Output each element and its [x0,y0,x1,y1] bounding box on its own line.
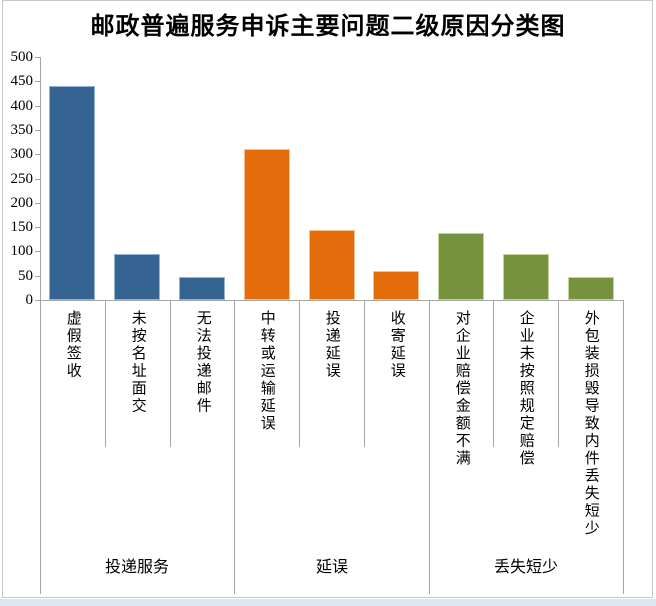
group-label: 投递服务 [104,559,169,576]
y-axis-tick [35,57,40,58]
y-axis-tick [35,227,40,228]
x-category-label-text: 对企业赔偿金额不满 [453,310,470,468]
group-boundary-line [40,300,41,594]
bar [503,254,549,300]
category-separator-line [364,300,365,447]
bar [309,230,355,300]
y-tick-label: 450 [10,73,34,89]
x-category-label: 投递延误 [299,310,364,594]
bar [373,271,419,300]
group-boundary-line [234,300,235,594]
chart-title: 邮政普遍服务申诉主要问题二级原因分类图 [90,14,566,40]
group-label: 延误 [315,559,348,576]
y-axis-line [40,57,41,301]
x-category-label: 收寄延误 [364,310,429,594]
y-axis-tick [35,203,40,204]
x-category-label: 对企业赔偿金额不满 [429,310,494,594]
category-separator-line [558,300,559,447]
bar [244,149,290,300]
x-category-label-text: 企业未按照规定赔偿 [517,310,534,468]
y-axis-tick [35,106,40,107]
bar [438,233,484,300]
group-label: 丢失短少 [493,559,558,576]
x-category-label-text: 中转或运输延误 [258,310,275,433]
y-tick-label: 300 [10,146,34,162]
y-tick-label: 500 [10,49,34,65]
category-separator-line [299,300,300,447]
bar [49,86,95,300]
y-axis-tick [35,276,40,277]
y-tick-label: 50 [18,268,33,284]
page-background-strip [0,599,656,606]
x-category-label-text: 未按名址面交 [129,310,146,415]
x-category-label: 无法投递邮件 [170,310,235,594]
category-separator-line [493,300,494,447]
y-tick-label: 200 [10,195,34,211]
x-axis-line [40,300,624,301]
bar [114,254,160,300]
y-tick-label: 100 [10,243,34,259]
y-tick-label: 150 [10,219,34,235]
category-separator-line [105,300,106,447]
bar [179,277,225,300]
x-category-label: 未按名址面交 [105,310,170,594]
x-category-label-text: 无法投递邮件 [194,310,211,415]
y-tick-label: 350 [10,122,34,138]
x-category-label-text: 收寄延误 [388,310,405,380]
bar [568,277,614,300]
x-category-label-text: 投递延误 [323,310,340,380]
y-axis-tick [35,81,40,82]
x-category-label: 企业未按照规定赔偿 [493,310,558,594]
category-separator-line [170,300,171,447]
y-axis-tick [35,251,40,252]
group-boundary-line [623,300,624,594]
x-category-label: 虚假签收 [40,310,105,594]
y-axis-tick [35,130,40,131]
y-axis-tick [35,179,40,180]
group-boundary-line [429,300,430,594]
y-axis-tick [35,300,40,301]
y-tick-label: 0 [25,292,34,308]
y-axis-tick [35,154,40,155]
x-category-label-text: 外包装损毁导致内件丢失短少 [582,310,599,538]
y-tick-label: 250 [10,171,34,187]
y-tick-label: 400 [10,98,34,114]
x-category-label: 中转或运输延误 [234,310,299,594]
x-category-label-text: 虚假签收 [64,310,81,380]
x-category-label: 外包装损毁导致内件丢失短少 [558,310,623,594]
